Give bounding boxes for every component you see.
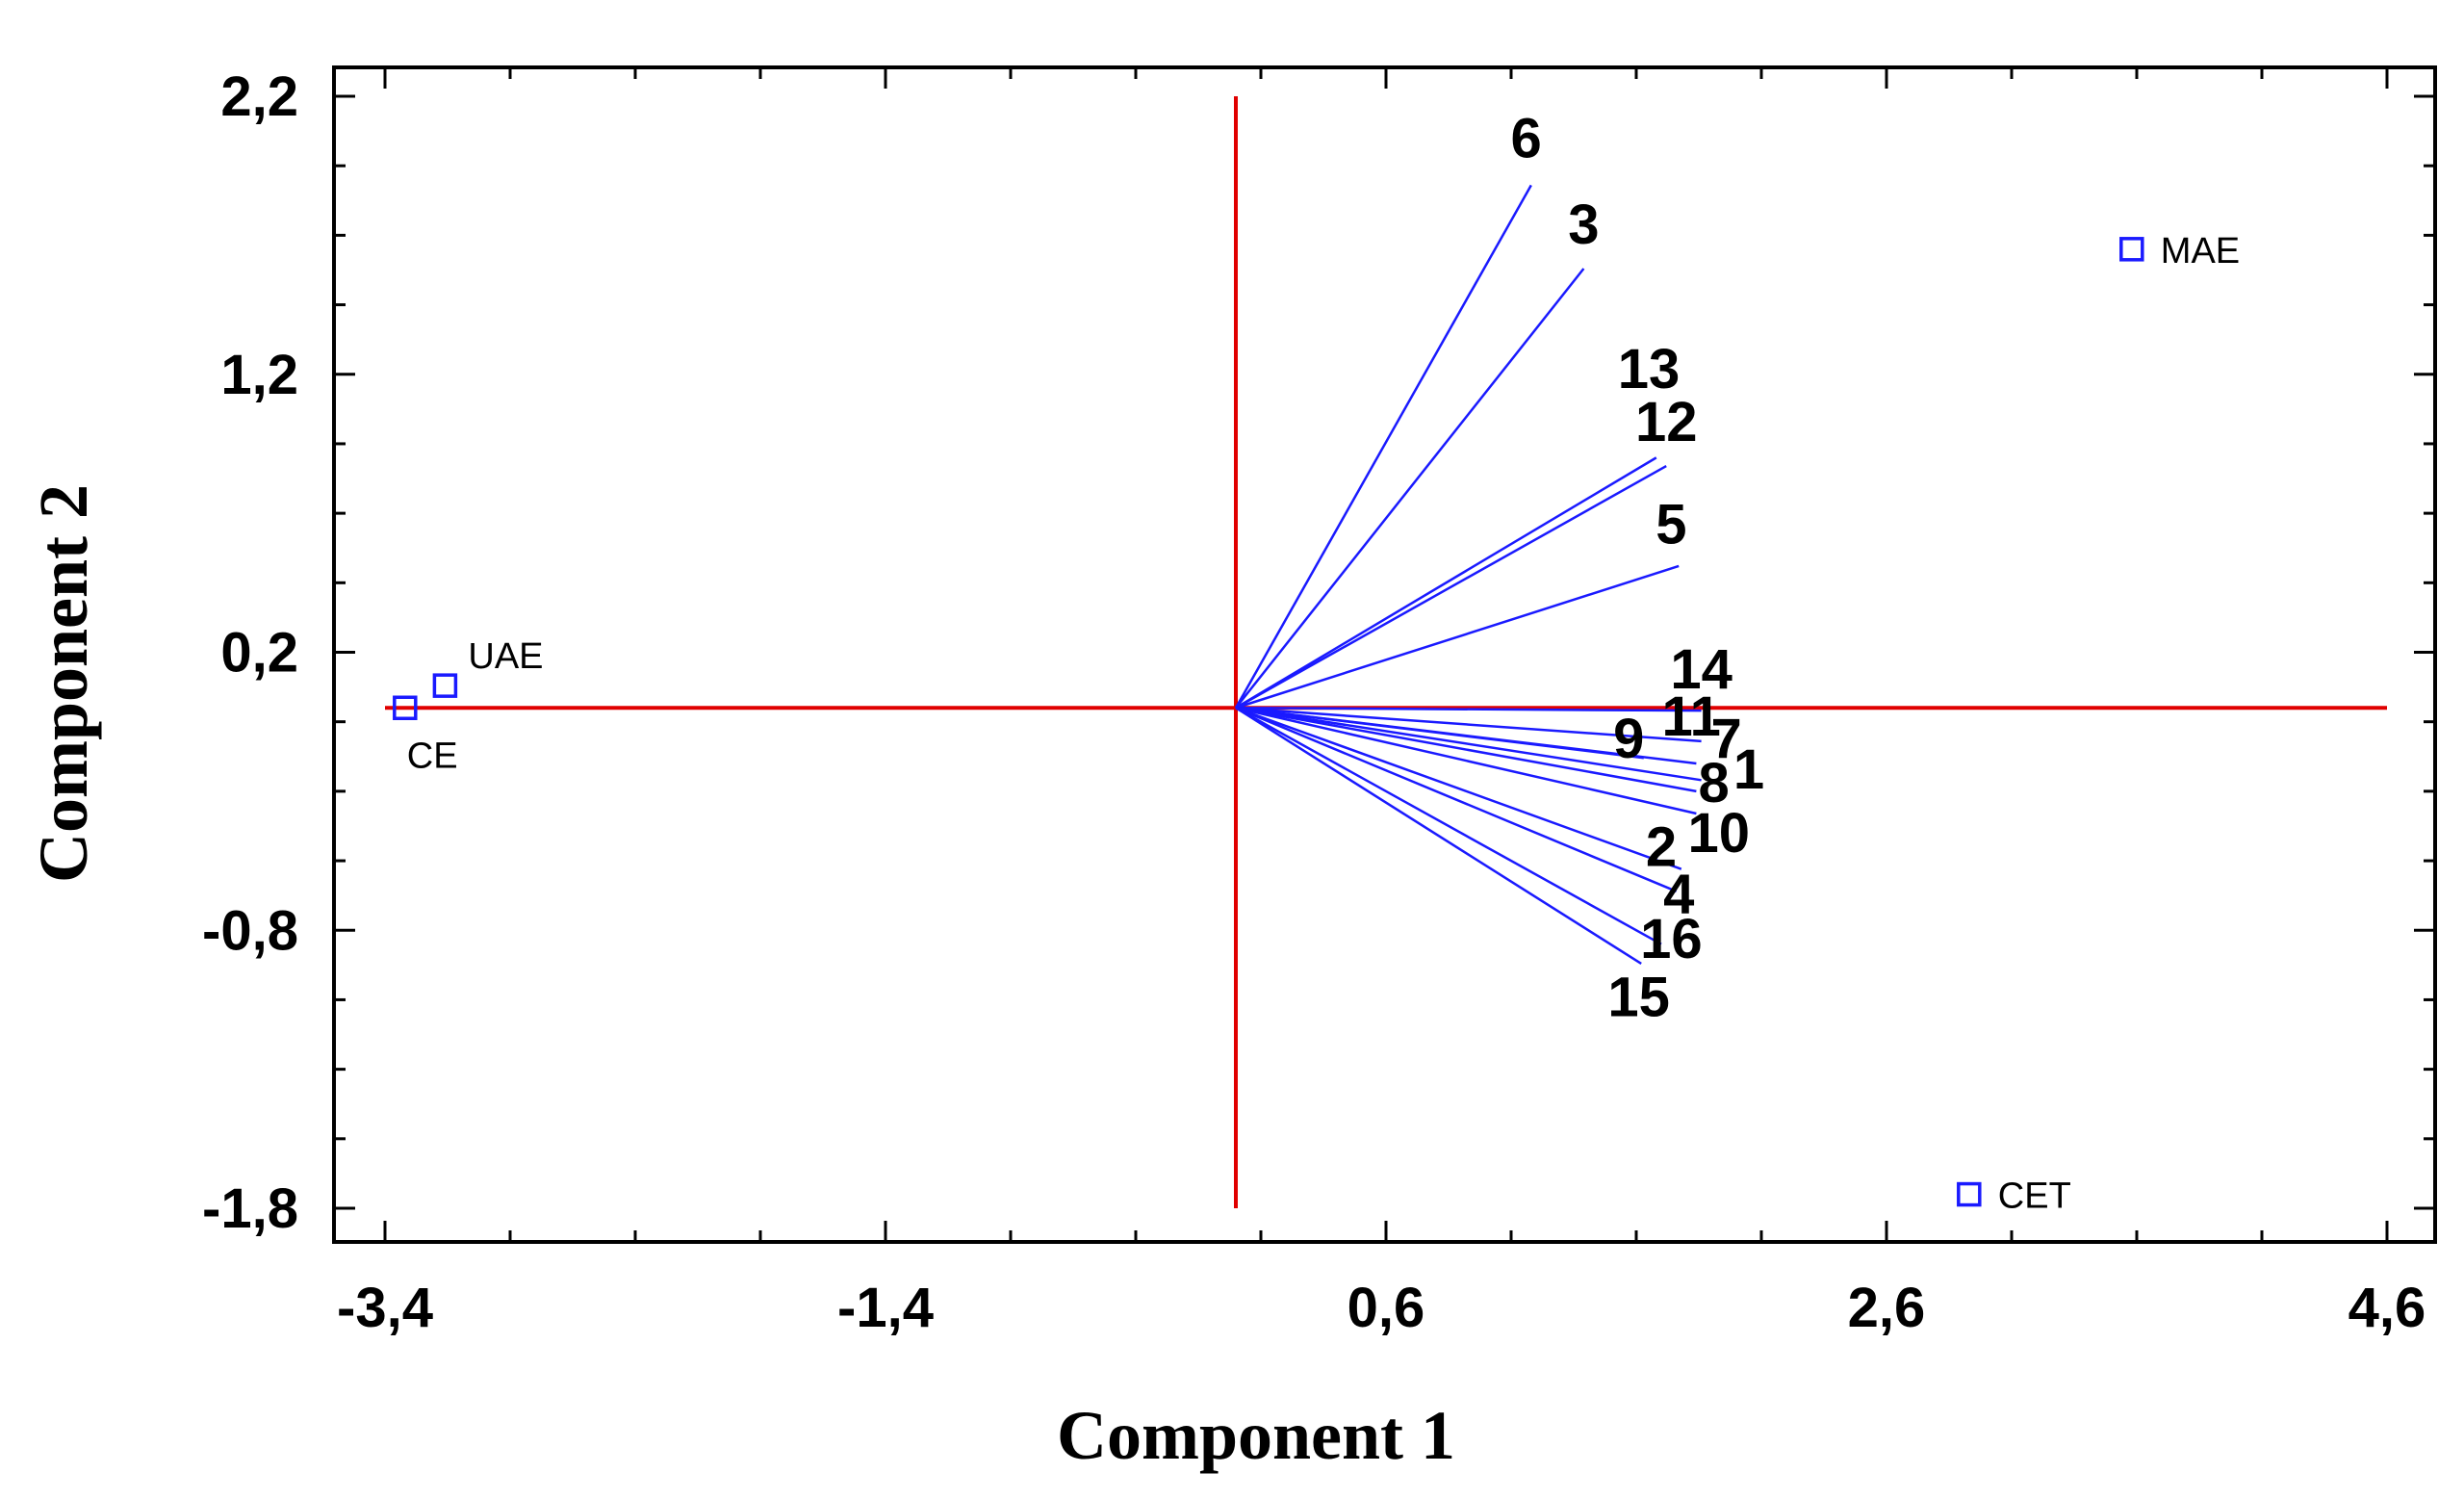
- score-point-label-MAE: MAE: [2161, 231, 2240, 271]
- x-tick-label: -3,4: [337, 1277, 433, 1339]
- x-tick-label: -1,4: [837, 1277, 934, 1339]
- loading-vector-15: [1235, 707, 1642, 965]
- loading-vector-11: [1235, 707, 1702, 743]
- vector-label-10: 10: [1688, 802, 1751, 865]
- y-tick-label: -0,8: [202, 899, 298, 962]
- loading-vectors: [1234, 184, 1702, 965]
- loading-vector-5: [1235, 564, 1680, 710]
- loading-vector-2: [1235, 707, 1682, 870]
- vector-label-6: 6: [1510, 107, 1541, 169]
- loading-vector-12: [1235, 464, 1667, 710]
- x-axis-title: Component 1: [1057, 1397, 1455, 1474]
- y-tick-label: 1,2: [220, 344, 298, 406]
- score-point-label-UAE: UAE: [468, 636, 543, 677]
- x-tick-labels: -3,4 -1,4 0,6 2,6 4,6: [337, 1277, 2426, 1339]
- vector-label-2: 2: [1646, 816, 1677, 879]
- score-point-label-CE: CE: [407, 736, 458, 776]
- vector-label-12: 12: [1635, 391, 1698, 453]
- score-point-UAE: [432, 673, 458, 698]
- vector-label-3: 3: [1568, 194, 1599, 256]
- score-point-label-CET: CET: [1998, 1176, 2071, 1217]
- loading-vector-10: [1235, 707, 1697, 815]
- loading-vector-8: [1235, 707, 1697, 793]
- loading-vector-3: [1235, 268, 1585, 710]
- score-points: [393, 237, 2144, 1207]
- y-tick-label: 0,2: [220, 622, 298, 685]
- y-axis-title: Component 2: [25, 484, 102, 883]
- reference-lines: [385, 96, 2387, 1208]
- loading-vector-16: [1235, 707, 1662, 945]
- y-tick-label: 2,2: [220, 65, 298, 128]
- vector-label-13: 13: [1618, 338, 1681, 401]
- vector-label-15: 15: [1607, 967, 1670, 1029]
- score-point-CE: [393, 695, 418, 720]
- loading-vector-14: [1235, 707, 1702, 712]
- vector-label-7: 7: [1710, 708, 1741, 770]
- y-tick-labels: -1,8 -0,8 0,2 1,2 2,2: [202, 65, 298, 1240]
- x-tick-label: 4,6: [2348, 1277, 2426, 1339]
- vector-label-16: 16: [1640, 908, 1703, 970]
- loading-vector-6: [1234, 184, 1532, 709]
- vector-label-4: 4: [1663, 864, 1694, 926]
- vector-label-11: 11: [1662, 685, 1721, 748]
- score-point-MAE: [2119, 237, 2144, 262]
- score-point-CET: [1957, 1181, 1982, 1207]
- vector-label-9: 9: [1613, 708, 1644, 770]
- major-ticks: [334, 67, 2435, 1242]
- score-point-labels: MAE UAE CE CET: [407, 231, 2240, 1217]
- x-tick-label: 0,6: [1348, 1277, 1425, 1339]
- x-tick-label: 2,6: [1848, 1277, 1926, 1339]
- vector-label-1: 1: [1733, 738, 1764, 801]
- loading-vector-13: [1235, 456, 1657, 710]
- vector-label-14: 14: [1670, 638, 1732, 701]
- loading-vector-4: [1235, 707, 1678, 892]
- vector-label-5: 5: [1656, 494, 1686, 556]
- y-tick-label: -1,8: [202, 1177, 298, 1240]
- loading-vector-7: [1235, 707, 1697, 765]
- minor-ticks: [334, 67, 2435, 1242]
- vector-label-8: 8: [1698, 752, 1729, 814]
- loading-vector-1: [1235, 707, 1702, 782]
